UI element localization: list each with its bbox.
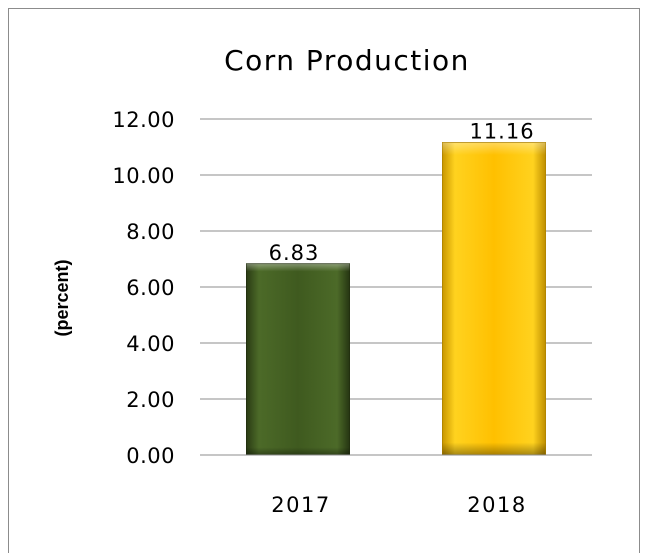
bar-2018 [442, 142, 546, 456]
bar-bevel [442, 142, 546, 455]
y-tick-labels: 0.00 2.00 4.00 6.00 8.00 10.00 12.00 [112, 108, 175, 468]
bars [246, 142, 546, 456]
bar-bevel [246, 263, 350, 455]
y-tick-label: 12.00 [112, 108, 175, 132]
y-axis-label: (percent) [52, 259, 72, 336]
data-labels: 6.83 11.16 [269, 120, 534, 265]
data-label: 6.83 [269, 241, 320, 265]
x-tick-label: 2017 [271, 493, 330, 517]
y-tick-label: 4.00 [126, 332, 175, 356]
x-tick-labels: 2017 2018 [271, 493, 526, 517]
y-tick-label: 0.00 [126, 444, 175, 468]
x-tick-label: 2018 [467, 493, 526, 517]
y-tick-label: 8.00 [126, 220, 175, 244]
bar-2017 [246, 263, 350, 456]
y-tick-label: 10.00 [112, 164, 175, 188]
chart-title: Corn Production [224, 44, 470, 77]
y-tick-label: 2.00 [126, 388, 175, 412]
y-tick-label: 6.00 [126, 276, 175, 300]
data-label: 11.16 [469, 120, 534, 144]
